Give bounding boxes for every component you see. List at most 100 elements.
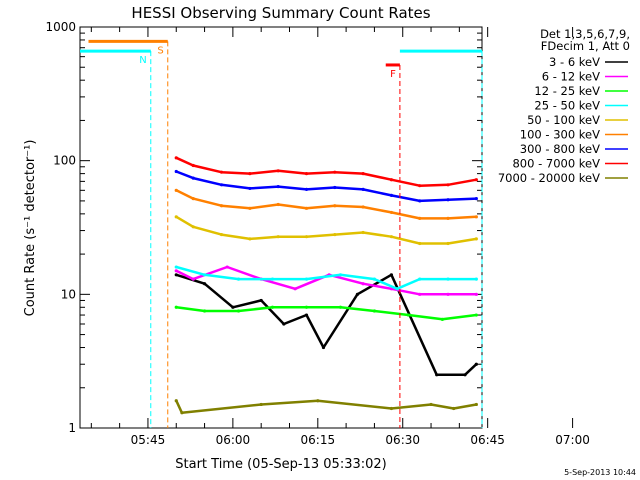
data-point	[191, 163, 195, 168]
data-point	[418, 241, 422, 246]
data-point	[304, 235, 309, 239]
data-point	[418, 216, 422, 220]
legend-label: 25 - 50 keV	[534, 99, 600, 113]
x-axis: 05:45 06:00 06:15 06:30 06:45 07:00	[90, 27, 590, 447]
data-point	[361, 205, 365, 209]
data-point	[304, 277, 309, 281]
data-point	[219, 170, 224, 174]
data-point	[304, 313, 309, 317]
data-point	[202, 282, 207, 286]
data-point	[202, 273, 207, 277]
x-tick-label: 07:00	[555, 433, 590, 447]
data-point	[389, 193, 394, 197]
data-point	[219, 232, 224, 237]
y-tick-label: 1000	[45, 20, 76, 34]
data-point	[174, 269, 178, 273]
data-point	[259, 402, 263, 407]
data-point	[474, 197, 478, 201]
data-point	[474, 402, 478, 407]
data-point	[174, 305, 178, 309]
data-point	[236, 277, 241, 281]
data-point	[293, 287, 297, 291]
series-line	[175, 189, 477, 220]
data-point	[191, 176, 195, 180]
data-point	[474, 237, 478, 241]
data-point	[219, 204, 224, 208]
data-point	[276, 202, 280, 207]
data-point	[446, 198, 450, 202]
data-point	[248, 186, 252, 191]
data-point	[395, 287, 399, 291]
timestamp: 5-Sep-2013 10:44	[564, 468, 636, 477]
data-point	[191, 197, 195, 201]
data-point	[452, 406, 456, 411]
data-point	[418, 277, 422, 281]
series-line	[175, 215, 477, 245]
data-point	[418, 292, 422, 296]
data-point	[174, 156, 178, 160]
data-point	[321, 345, 326, 350]
data-point	[174, 169, 178, 174]
data-point	[333, 170, 337, 174]
data-point	[333, 232, 337, 237]
data-point	[191, 225, 195, 229]
data-point	[440, 317, 444, 321]
data-point	[446, 183, 450, 187]
data-point	[418, 199, 422, 203]
y-axis-label: Count Rate (s⁻¹ detector⁻¹)	[23, 140, 38, 317]
data-point	[406, 313, 410, 317]
data-point	[180, 411, 184, 415]
data-point	[202, 309, 207, 313]
data-point	[236, 309, 241, 313]
data-point	[219, 183, 224, 187]
chart-title: HESSI Observing Summary Count Rates	[131, 4, 430, 22]
data-point	[304, 172, 309, 176]
data-point	[372, 277, 377, 281]
legend-label: 3 - 6 keV	[549, 55, 600, 69]
data-point	[304, 187, 309, 191]
data-point	[191, 277, 195, 281]
data-point	[474, 277, 478, 281]
x-tick-label: 06:15	[301, 433, 336, 447]
data-point	[389, 406, 394, 411]
series-line	[175, 399, 477, 415]
data-point	[174, 188, 178, 192]
data-point	[333, 185, 337, 190]
y-tick-label: 100	[53, 154, 76, 168]
data-point	[446, 216, 450, 220]
data-point	[435, 373, 439, 377]
x-axis-label: Start Time (05-Sep-13 05:33:02)	[175, 457, 386, 472]
data-point	[282, 322, 286, 326]
legend-label: 6 - 12 keV	[542, 70, 600, 84]
data-point	[474, 215, 478, 219]
data-point	[474, 292, 478, 296]
data-point	[355, 292, 360, 296]
legend-label: 800 - 7000 keV	[512, 157, 600, 171]
series-line	[175, 170, 477, 203]
data-point	[389, 235, 394, 239]
annotation-layer: SN F	[80, 39, 483, 428]
state-label: S	[157, 45, 163, 56]
data-point	[248, 206, 252, 210]
data-point	[270, 305, 275, 309]
data-point	[338, 273, 343, 277]
data-point	[316, 399, 320, 403]
data-point	[474, 178, 478, 182]
legend-label: 100 - 300 keV	[520, 128, 600, 142]
data-point	[446, 277, 450, 281]
data-point	[304, 305, 309, 309]
data-point	[248, 237, 252, 241]
legend-label: 300 - 800 keV	[520, 142, 600, 156]
series-line	[175, 156, 477, 187]
data-point	[389, 273, 394, 277]
data-point	[276, 184, 280, 189]
x-tick-label: 06:00	[216, 433, 251, 447]
state-label: F	[390, 69, 396, 80]
data-point	[270, 277, 275, 281]
y-tick-label: 10	[61, 287, 76, 301]
plot-frame	[79, 26, 483, 429]
x-tick-label: 06:30	[385, 433, 420, 447]
data-point	[361, 187, 365, 191]
data-point	[174, 399, 178, 403]
